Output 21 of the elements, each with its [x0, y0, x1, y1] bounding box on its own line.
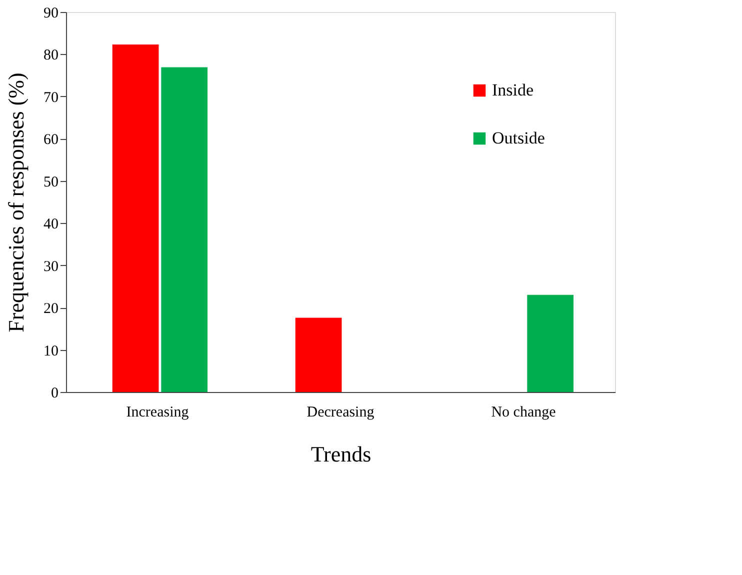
bar: [161, 67, 208, 392]
y-tick-label: 0: [51, 386, 58, 402]
bar: [295, 318, 342, 392]
y-tick-label: 30: [44, 258, 58, 275]
y-axis-title: Frequencies of responses (%): [4, 72, 28, 332]
legend-label: Inside: [492, 80, 534, 100]
y-tick-label: 80: [44, 48, 58, 64]
bar: [112, 44, 159, 392]
y-tick-label: 50: [44, 174, 58, 190]
y-tick-label: 60: [44, 132, 58, 148]
x-axis-title: Trends: [310, 442, 372, 466]
y-tick-label: 40: [44, 216, 58, 233]
x-tick-label: Decreasing: [306, 404, 375, 420]
x-tick-label: Increasing: [126, 404, 190, 420]
bar: [527, 294, 574, 392]
x-tick-label: No change: [491, 404, 556, 420]
y-tick-label: 10: [44, 343, 58, 360]
y-tick-label: 90: [44, 6, 58, 22]
y-tick-label: 20: [44, 301, 58, 318]
y-tick-label: 70: [44, 90, 58, 106]
legend-label: Outside: [492, 128, 545, 148]
